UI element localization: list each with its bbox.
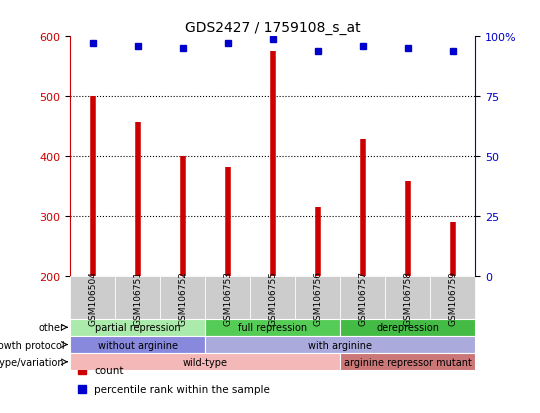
Text: GSM106757: GSM106757 xyxy=(358,270,367,325)
Bar xyxy=(250,277,295,319)
Text: partial repression: partial repression xyxy=(95,323,180,332)
Text: wild-type: wild-type xyxy=(183,357,228,367)
Text: GSM106759: GSM106759 xyxy=(448,270,457,325)
Bar xyxy=(115,277,160,319)
Text: growth protocol: growth protocol xyxy=(0,340,64,350)
Text: GSM106504: GSM106504 xyxy=(88,270,97,325)
Text: derepression: derepression xyxy=(376,323,439,332)
Text: GSM106751: GSM106751 xyxy=(133,270,142,325)
Text: GSM106758: GSM106758 xyxy=(403,270,412,325)
Bar xyxy=(70,277,115,319)
Text: GSM106753: GSM106753 xyxy=(223,270,232,325)
Bar xyxy=(205,277,250,319)
Bar xyxy=(205,336,475,353)
Text: GSM106752: GSM106752 xyxy=(178,270,187,325)
Text: without arginine: without arginine xyxy=(98,340,178,350)
Bar xyxy=(70,353,340,370)
Bar xyxy=(430,277,475,319)
Text: with arginine: with arginine xyxy=(308,340,372,350)
Text: full repression: full repression xyxy=(238,323,307,332)
Text: other: other xyxy=(38,323,64,332)
Title: GDS2427 / 1759108_s_at: GDS2427 / 1759108_s_at xyxy=(185,21,361,35)
Bar xyxy=(70,319,205,336)
Bar xyxy=(385,277,430,319)
Bar xyxy=(160,277,205,319)
Text: percentile rank within the sample: percentile rank within the sample xyxy=(94,385,271,394)
Text: genotype/variation: genotype/variation xyxy=(0,357,64,367)
Bar xyxy=(340,353,475,370)
Text: arginine repressor mutant: arginine repressor mutant xyxy=(344,357,471,367)
Text: GSM106756: GSM106756 xyxy=(313,270,322,325)
Bar xyxy=(70,336,205,353)
Bar xyxy=(205,319,340,336)
Text: GSM106755: GSM106755 xyxy=(268,270,277,325)
Text: count: count xyxy=(94,366,124,375)
Bar xyxy=(295,277,340,319)
Bar xyxy=(340,277,385,319)
Bar xyxy=(340,319,475,336)
